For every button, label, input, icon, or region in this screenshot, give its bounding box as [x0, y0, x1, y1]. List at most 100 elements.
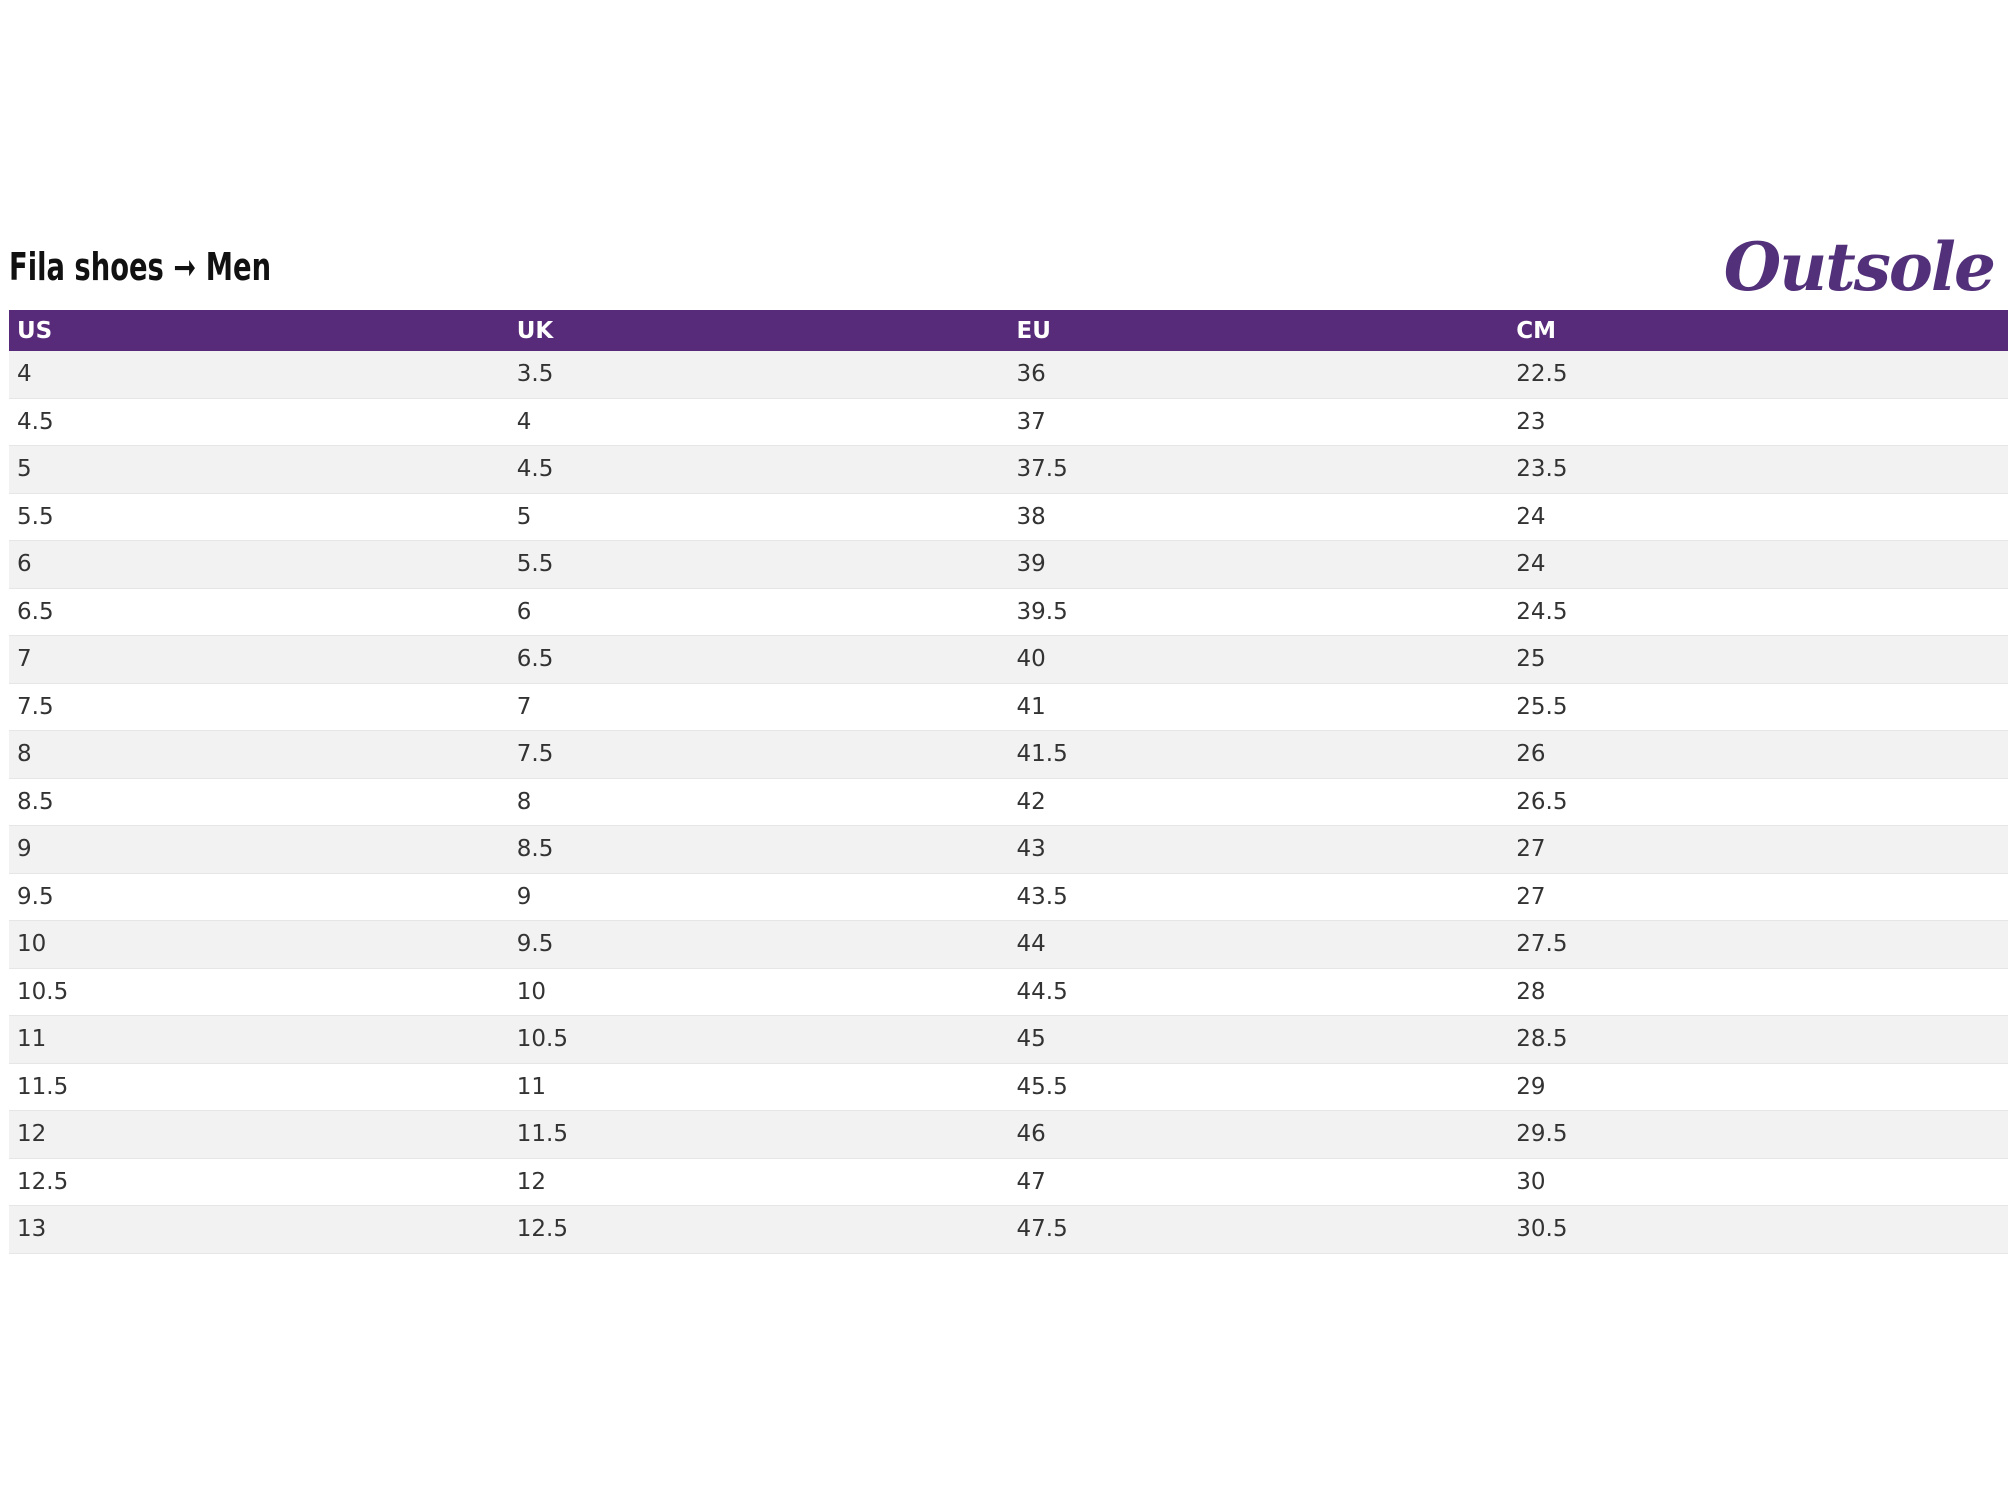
- table-cell: 11: [516, 1073, 547, 1100]
- table-cell: 7.5: [516, 741, 554, 768]
- table-row: 9.5 9 43.5 27: [9, 873, 2008, 921]
- column-header: UK: [516, 317, 554, 344]
- table-cell: 10: [516, 978, 547, 1005]
- table-cell: 4: [17, 361, 32, 388]
- table-cell: 12.5: [516, 1216, 568, 1243]
- table-cell: 30.5: [1516, 1216, 1568, 1243]
- table-cell: 8.5: [516, 836, 554, 863]
- table-cell: 25.5: [1516, 693, 1568, 720]
- table-cell: 26.5: [1516, 788, 1568, 815]
- table-cell: 5: [516, 503, 532, 530]
- table-cell: 8: [17, 741, 32, 768]
- table-cell: 13: [17, 1216, 47, 1243]
- table-cell: 4: [516, 408, 532, 435]
- table-cell: 11.5: [516, 1121, 568, 1148]
- table-cell: 10.5: [17, 978, 69, 1005]
- table-cell: 42: [1016, 788, 1046, 815]
- table-cell: 39: [1016, 551, 1046, 578]
- column-header: US: [17, 317, 53, 344]
- table-cell: 43: [1016, 836, 1046, 863]
- table-cell: 7: [17, 646, 32, 673]
- chart-title: Fila shoes ➞ Men: [9, 245, 272, 289]
- column-header: CM: [1516, 317, 1557, 344]
- table-cell: 3.5: [516, 361, 554, 388]
- table-row: 8 7.5 41.5 26: [9, 731, 2008, 779]
- table-cell: 11.5: [17, 1073, 69, 1100]
- table-row: 11.5 11 45.5 29: [9, 1063, 2008, 1111]
- table-cell: 29: [1516, 1073, 1546, 1100]
- table-cell: 39.5: [1016, 598, 1068, 625]
- table-row: 12 11.5 46 29.5: [9, 1111, 2008, 1159]
- table-cell: 12: [17, 1121, 47, 1148]
- table-cell: 10: [17, 931, 47, 958]
- table-cell: 26: [1516, 741, 1546, 768]
- table-cell: 8: [516, 788, 532, 815]
- table-cell: 6.5: [17, 598, 54, 625]
- table-cell: 45: [1016, 1026, 1046, 1053]
- table-cell: 43.5: [1016, 883, 1068, 910]
- table-row: 12.5 12 47 30: [9, 1158, 2008, 1206]
- table-cell: 23: [1516, 408, 1546, 435]
- table-row: 5.5 5 38 24: [9, 493, 2008, 541]
- table-cell: 12: [516, 1168, 547, 1195]
- table-cell: 9: [516, 883, 532, 910]
- table-cell: 23.5: [1516, 456, 1568, 483]
- table-cell: 9: [17, 836, 32, 863]
- table-row: 7.5 7 41 25.5: [9, 683, 2008, 731]
- table-cell: 22.5: [1516, 361, 1568, 388]
- logo: Outsole: [1723, 228, 1996, 306]
- table-cell: 44: [1016, 931, 1046, 958]
- table-row: 7 6.5 40 25: [9, 636, 2008, 684]
- table-cell: 5: [17, 456, 32, 483]
- table-cell: 45.5: [1016, 1073, 1068, 1100]
- table-cell: 41: [1016, 693, 1046, 720]
- table-cell: 25: [1516, 646, 1546, 673]
- table-cell: 24: [1516, 503, 1546, 530]
- table-row: 4 3.5 36 22.5: [9, 351, 2008, 399]
- table-cell: 27: [1516, 883, 1546, 910]
- table-row: 8.5 8 42 26.5: [9, 778, 2008, 826]
- table-cell: 24: [1516, 551, 1546, 578]
- table-cell: 38: [1016, 503, 1046, 530]
- header-row: US UK EU CM: [9, 310, 2008, 351]
- table-cell: 28: [1516, 978, 1546, 1005]
- table-cell: 41.5: [1016, 741, 1068, 768]
- table-cell: 12.5: [17, 1168, 69, 1195]
- table-cell: 5.5: [516, 551, 554, 578]
- table-cell: 10.5: [516, 1026, 568, 1053]
- table-cell: 27: [1516, 836, 1546, 863]
- table-cell: 28.5: [1516, 1026, 1568, 1053]
- table-cell: 29.5: [1516, 1121, 1568, 1148]
- table-cell: 30: [1516, 1168, 1546, 1195]
- table-row: 9 8.5 43 27: [9, 826, 2008, 874]
- table-cell: 46: [1016, 1121, 1046, 1148]
- table-row: 13 12.5 47.5 30.5: [9, 1206, 2008, 1254]
- table-cell: 4.5: [17, 408, 54, 435]
- table-row: 5 4.5 37.5 23.5: [9, 446, 2008, 494]
- table-cell: 47.5: [1016, 1216, 1068, 1243]
- table-cell: 9.5: [17, 883, 54, 910]
- table-cell: 37: [1016, 408, 1046, 435]
- table-row: 6 5.5 39 24: [9, 541, 2008, 589]
- table-cell: 9.5: [516, 931, 554, 958]
- table-cell: 27.5: [1516, 931, 1568, 958]
- table-cell: 40: [1016, 646, 1046, 673]
- table-row: 6.5 6 39.5 24.5: [9, 588, 2008, 636]
- table-row: 4.5 4 37 23: [9, 398, 2008, 446]
- table-cell: 6.5: [516, 646, 554, 673]
- table-cell: 6: [17, 551, 32, 578]
- table-cell: 36: [1016, 361, 1046, 388]
- table-cell: 7: [516, 693, 532, 720]
- table-cell: 7.5: [17, 693, 54, 720]
- table-cell: 37.5: [1016, 456, 1068, 483]
- table-cell: 24.5: [1516, 598, 1568, 625]
- table-cell: 11: [17, 1026, 47, 1053]
- table-cell: 44.5: [1016, 978, 1068, 1005]
- table-cell: 47: [1016, 1168, 1046, 1195]
- table-cell: 4.5: [516, 456, 554, 483]
- table-row: 10.5 10 44.5 28: [9, 968, 2008, 1016]
- column-header: EU: [1016, 317, 1051, 344]
- table-cell: 5.5: [17, 503, 54, 530]
- size-table: US UK EU CM 4 3.5 36 22.5 4.5 4 37 23 5 4.5 37.5 23.5 5.…: [9, 310, 2008, 1254]
